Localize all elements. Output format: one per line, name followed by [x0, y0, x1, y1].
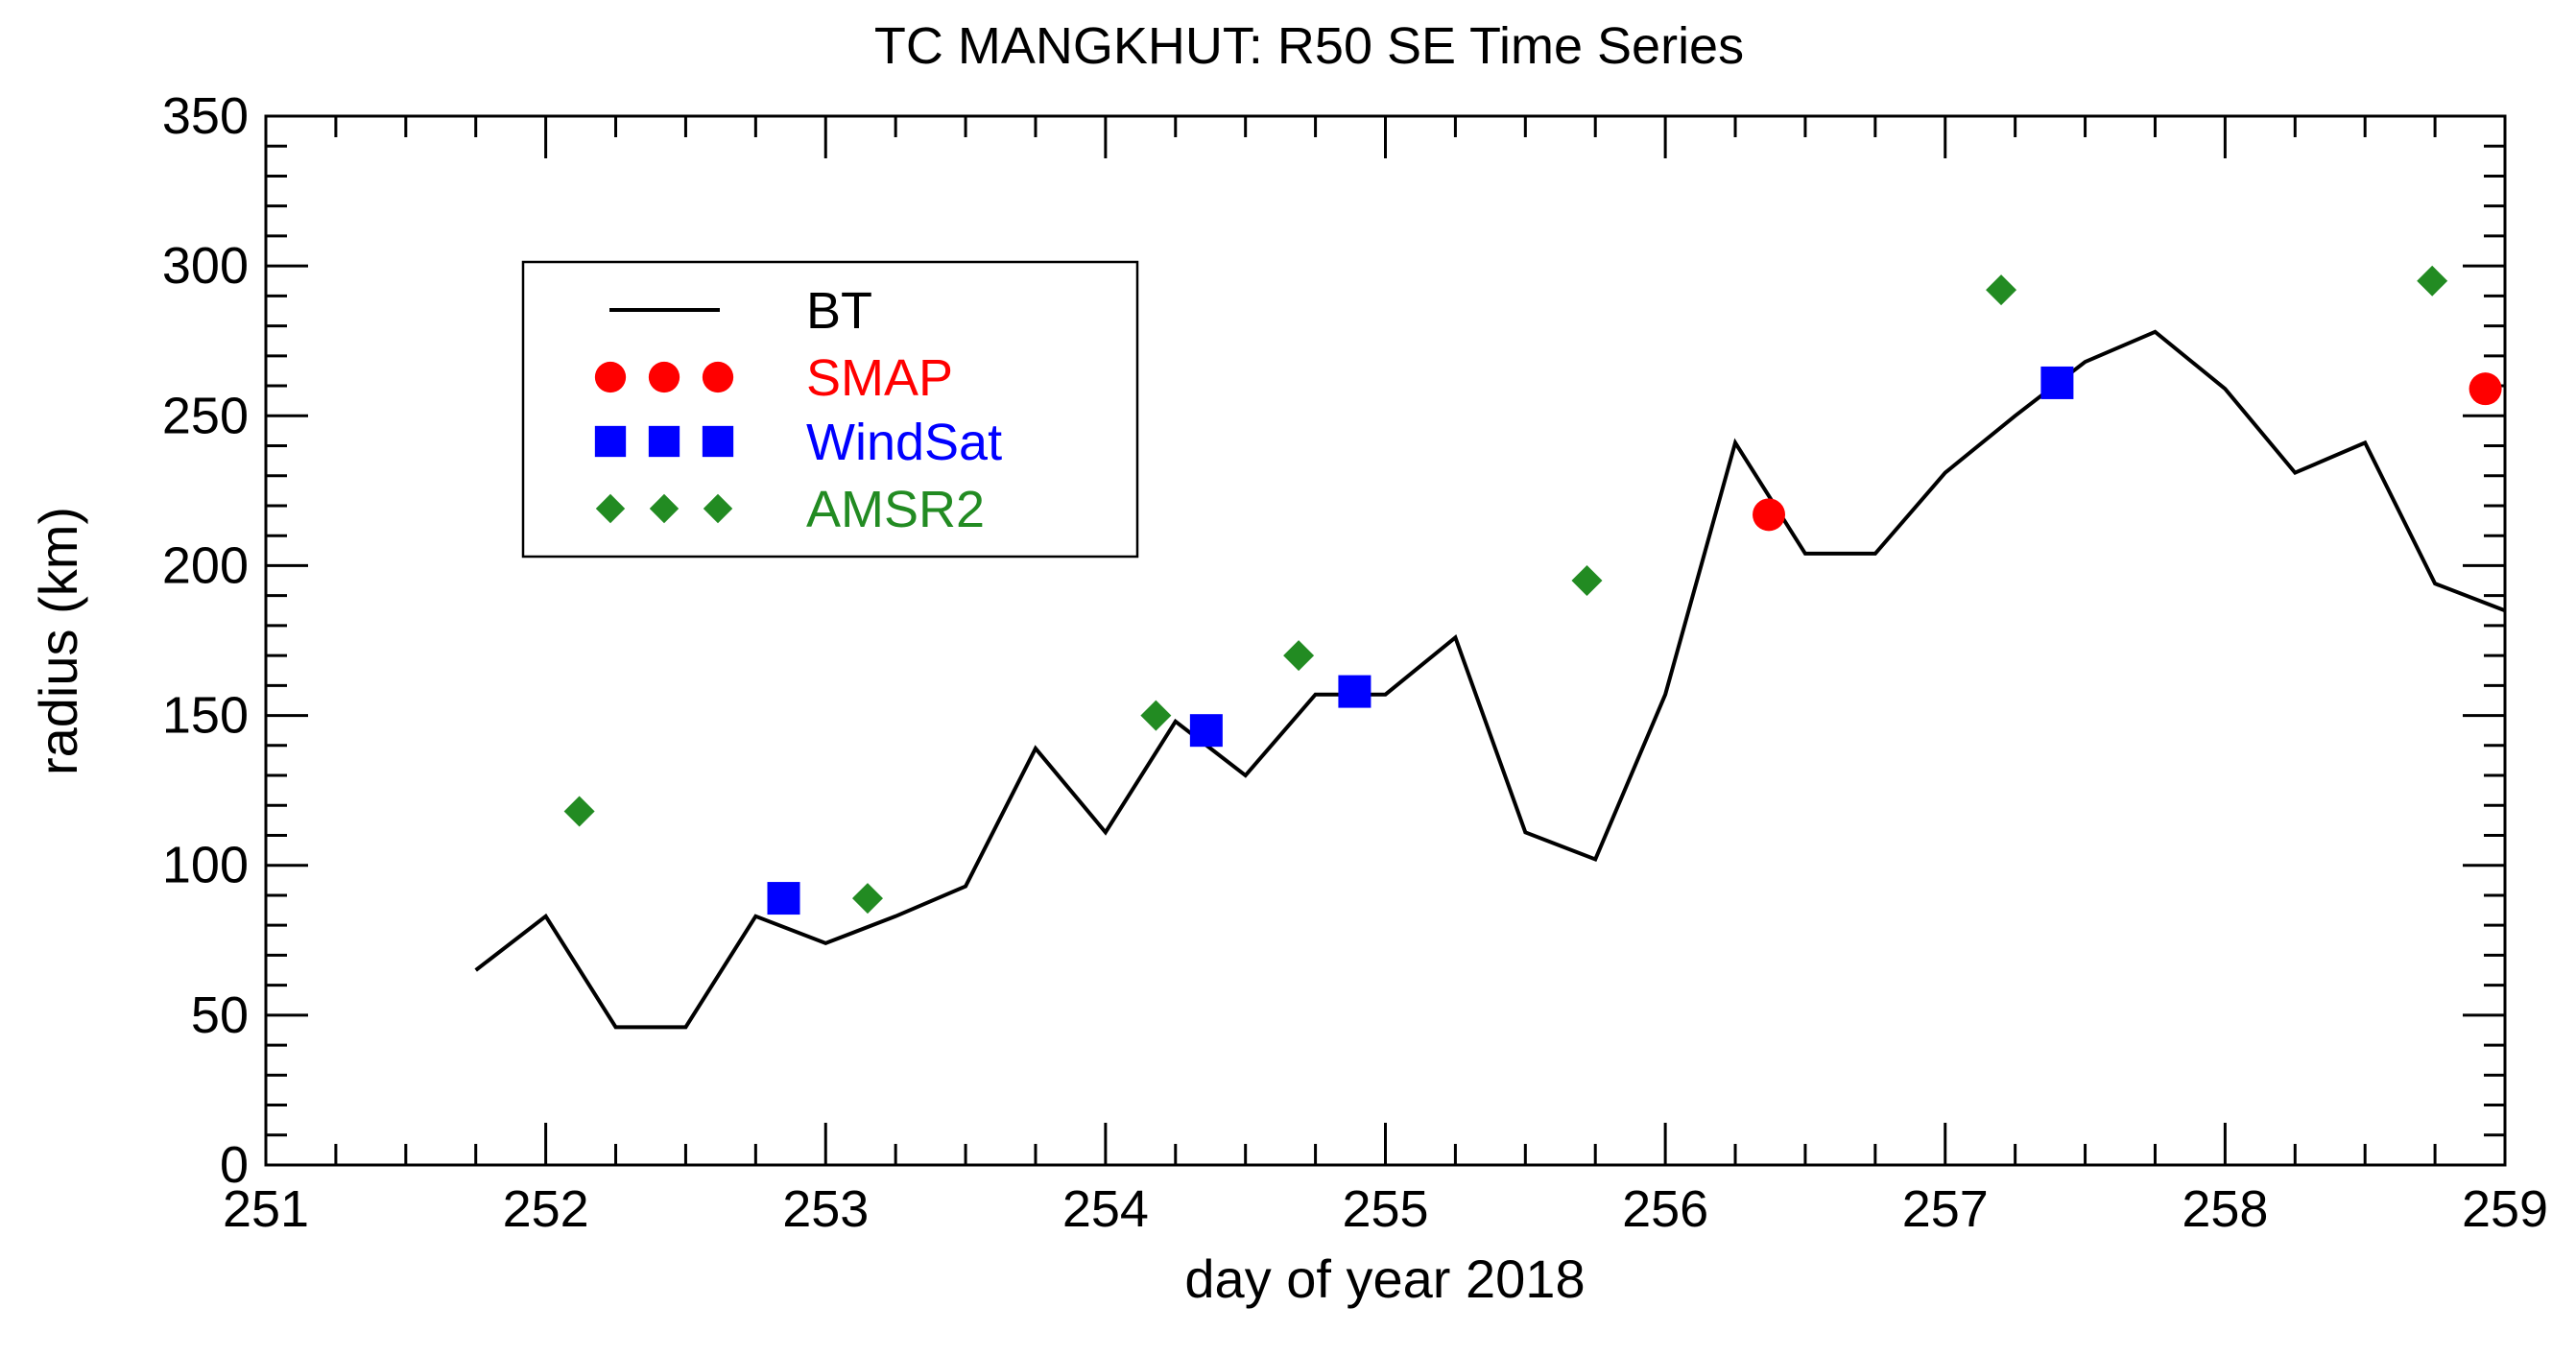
- legend-amsr2-swatch: [595, 493, 626, 524]
- x-tick-label: 254: [1062, 1180, 1149, 1238]
- legend-bt-label: BT: [806, 282, 872, 340]
- x-tick-label: 259: [2462, 1180, 2548, 1238]
- y-tick-label: 200: [162, 536, 249, 594]
- chart-title: TC MANGKHUT: R50 SE Time Series: [874, 17, 1744, 75]
- legend-windsat-label: WindSat: [806, 414, 1002, 471]
- legend-smap-label: SMAP: [806, 349, 953, 407]
- windsat-point: [2040, 366, 2074, 399]
- amsr2-point: [563, 796, 595, 827]
- windsat-point: [1338, 675, 1371, 708]
- y-tick-label: 300: [162, 237, 249, 295]
- amsr2-point: [2417, 265, 2448, 297]
- legend-amsr2-swatch: [703, 493, 733, 524]
- legend-amsr2-swatch: [649, 493, 680, 524]
- amsr2-point: [1283, 640, 1315, 672]
- legend-windsat-swatch: [594, 425, 627, 458]
- legend-windsat-swatch: [702, 425, 734, 458]
- amsr2-point: [1986, 274, 2017, 306]
- amsr2-point: [851, 883, 883, 915]
- x-tick-label: 257: [1902, 1180, 1989, 1238]
- x-axis-label: day of year 2018: [1184, 1248, 1585, 1309]
- y-tick-label: 100: [162, 837, 249, 894]
- windsat-point: [1189, 714, 1223, 748]
- x-tick-label: 252: [503, 1180, 589, 1238]
- smap-point: [1753, 498, 1786, 532]
- smap-point: [2469, 372, 2502, 406]
- legend: BT SMAP WindSat AMSR2: [521, 260, 1139, 559]
- x-tick-label: 258: [2182, 1180, 2268, 1238]
- y-tick-label: 250: [162, 387, 249, 444]
- legend-amsr2-label: AMSR2: [806, 481, 985, 538]
- x-tick-label: 256: [1622, 1180, 1708, 1238]
- bt-line: [474, 329, 2506, 1030]
- legend-smap-swatch: [594, 361, 627, 393]
- legend-windsat-swatch: [648, 425, 680, 458]
- plot-area-frame: [264, 114, 2507, 1167]
- y-axis-label: radius (km): [28, 507, 88, 775]
- windsat-point: [767, 882, 800, 915]
- y-tick-label: 350: [162, 87, 249, 145]
- x-tick-label: 255: [1342, 1180, 1428, 1238]
- x-tick-labels: 251 252 253 254 255 256 257 258 259: [223, 1180, 2548, 1238]
- data-series: [474, 265, 2506, 1030]
- amsr2-point: [1140, 700, 1172, 731]
- amsr2-point: [1571, 565, 1603, 597]
- y-tick-label: 0: [220, 1136, 249, 1194]
- x-tick-label: 253: [782, 1180, 869, 1238]
- y-tick-label: 150: [162, 687, 249, 745]
- y-tick-label: 50: [191, 987, 249, 1044]
- legend-smap-swatch: [648, 361, 680, 393]
- y-tick-labels: 0 50 100 150 200 250 300 350: [162, 87, 249, 1194]
- x-tick-label: 251: [223, 1180, 309, 1238]
- legend-smap-swatch: [702, 361, 734, 393]
